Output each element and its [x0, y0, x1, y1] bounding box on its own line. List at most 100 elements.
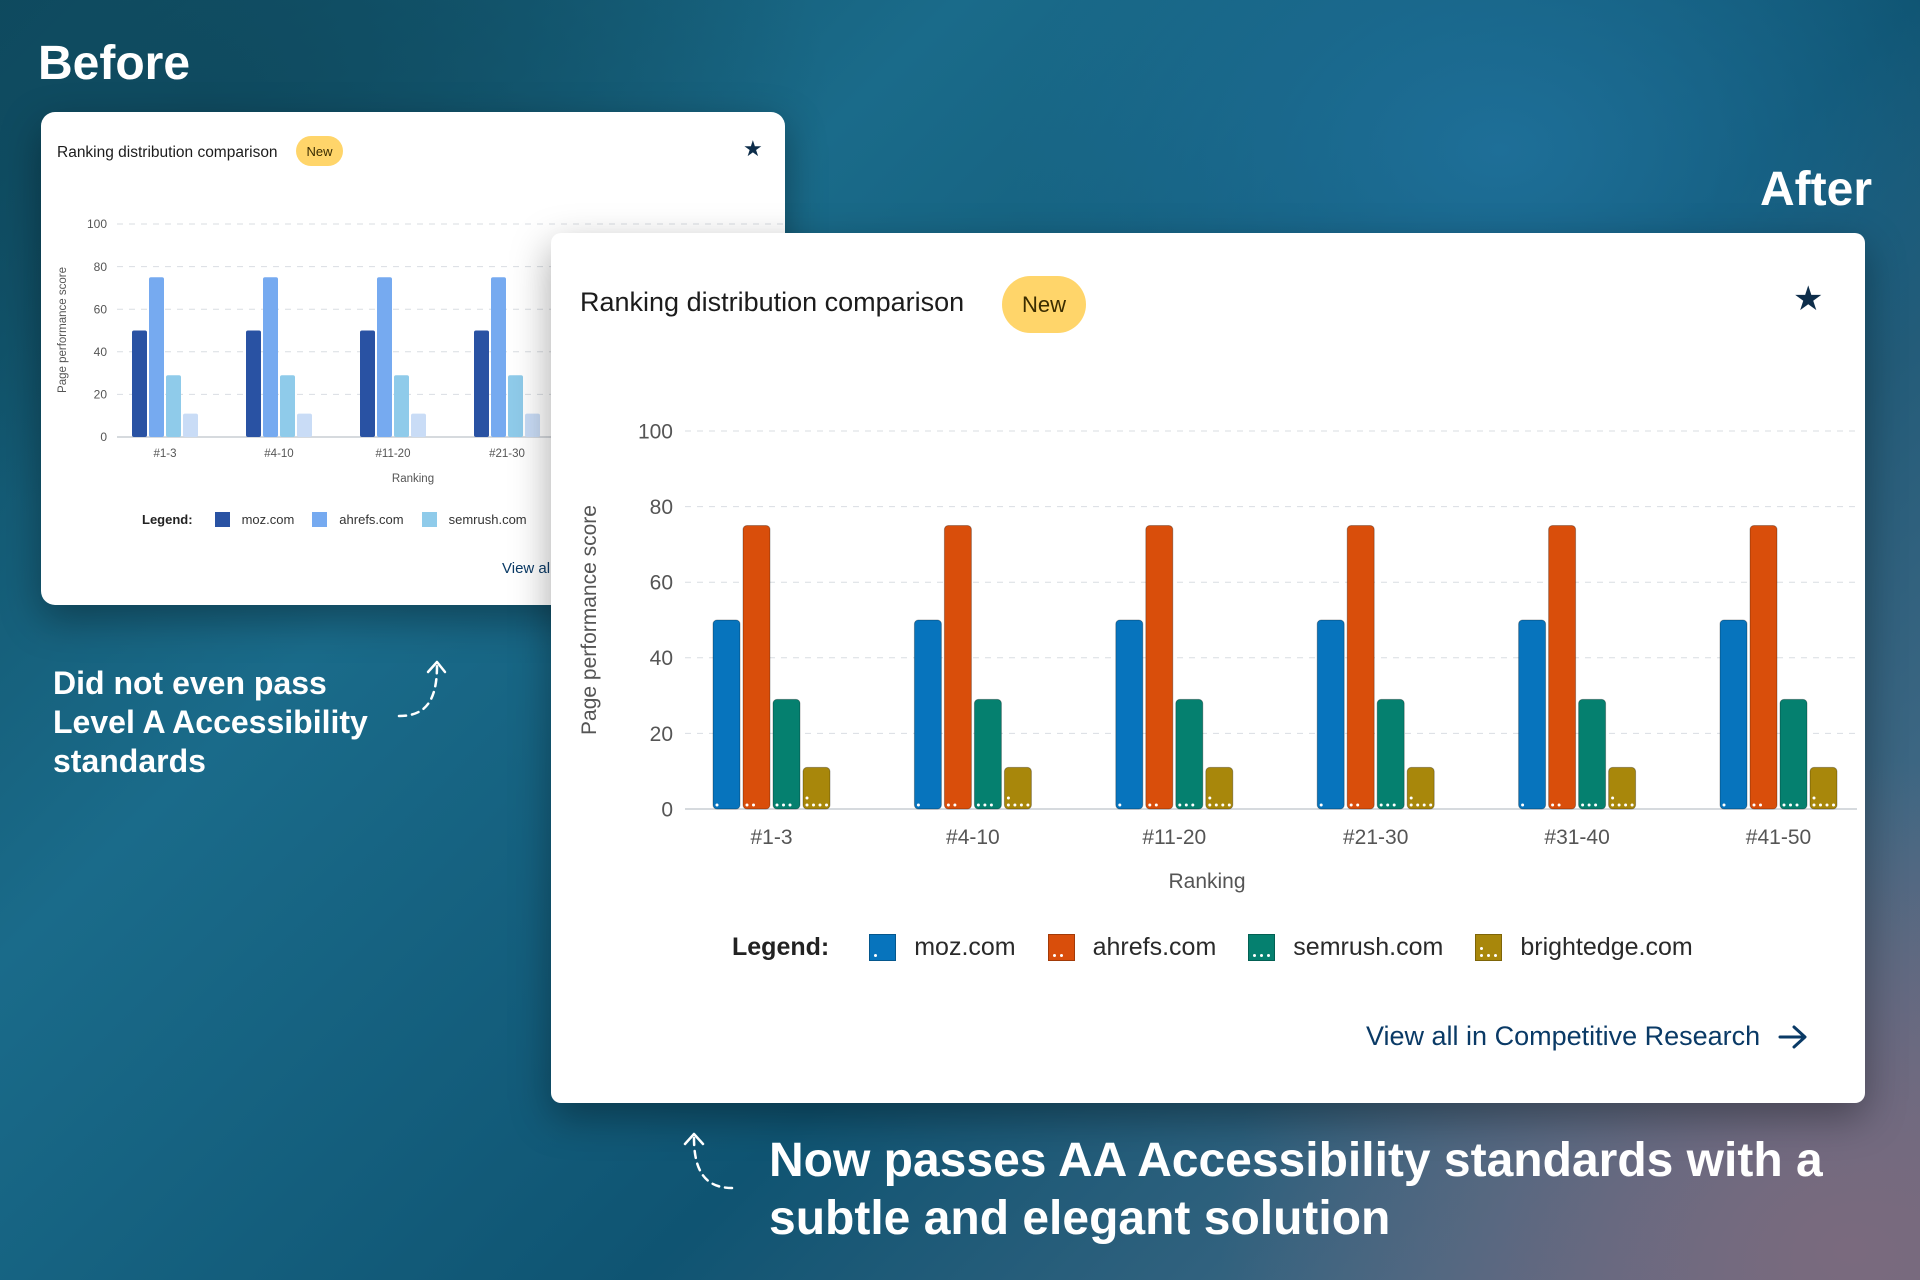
bar-pattern-dot: [752, 803, 755, 807]
before-heading: Before: [38, 37, 191, 90]
bar-pattern-dot: [1319, 803, 1323, 807]
bar-pattern-dot: [1409, 803, 1413, 807]
after-heading: After: [1759, 163, 1872, 216]
new-badge: New: [1002, 276, 1086, 333]
x-axis-label: Ranking: [392, 473, 434, 485]
x-tick-label: #21-30: [489, 448, 525, 460]
bar-brightedge-com: [1003, 766, 1032, 810]
y-tick-label: 0: [100, 430, 107, 444]
bar-pattern-dot: [1624, 803, 1628, 807]
chart-legend: Legend: moz.com ahrefs.com semrush.com b…: [732, 933, 1725, 962]
bar-series-4: [183, 413, 198, 437]
bar-pattern-dot: [1557, 803, 1561, 807]
bar-pattern-dot: [1178, 803, 1182, 807]
after-chart-card: Ranking distribution comparison New ★ 0 2…: [551, 233, 1865, 1103]
bar-pattern-dot: [1006, 796, 1010, 800]
bar-pattern-dot: [1026, 803, 1030, 807]
bar-pattern-dot: [1386, 803, 1390, 807]
bar-pattern-dot: [1617, 803, 1621, 807]
view-all-link[interactable]: View al: [502, 560, 551, 577]
bar-ahrefs-com: [1548, 525, 1577, 810]
bar-ahrefs-com: [943, 525, 972, 810]
bar-pattern-dot: [1379, 803, 1383, 807]
bar-moz-com: [132, 330, 147, 437]
x-tick-label: #21-30: [1343, 826, 1408, 849]
new-badge: New: [296, 136, 343, 166]
bar-pattern-dot: [1551, 803, 1555, 807]
bar-pattern-dot: [1356, 803, 1360, 807]
x-tick-label: #11-20: [376, 448, 411, 460]
bar-pattern-dot: [1429, 803, 1433, 807]
star-icon[interactable]: ★: [1793, 280, 1824, 318]
bar-pattern-dot: [1349, 803, 1353, 807]
bar-pattern-dot: [1118, 803, 1122, 807]
legend-swatch: [1047, 934, 1075, 961]
bar-ahrefs-com: [742, 525, 771, 810]
bar-pattern-dot: [1752, 803, 1756, 807]
bar-pattern-dot: [745, 803, 749, 807]
bar-moz-com: [1316, 619, 1345, 810]
after-note: Now passes AA Accessibility standards wi…: [769, 1134, 1823, 1245]
chart-legend: Legend: moz.com ahrefs.com semrush.com: [142, 512, 545, 527]
bar-series-4: [525, 413, 540, 437]
y-tick-label: 40: [94, 345, 108, 359]
legend-item-moz: moz.com: [869, 933, 1016, 962]
bar-pattern-dot: [1795, 803, 1799, 807]
bar-pattern-dot: [1416, 803, 1420, 807]
curved-arrow-icon: [397, 660, 447, 718]
bar-pattern-dot: [1154, 803, 1158, 807]
bar-moz-com: [913, 619, 942, 810]
bar-ahrefs-com: [263, 277, 278, 437]
bar-semrush-com: [1175, 698, 1204, 810]
bar-pattern-dot: [1825, 803, 1829, 807]
bar-semrush-com: [166, 375, 181, 437]
legend-title: Legend:: [732, 933, 830, 961]
bar-ahrefs-com: [491, 277, 506, 437]
bar-semrush-com: [280, 375, 295, 437]
y-tick-label: 20: [650, 723, 673, 746]
bar-moz-com: [246, 330, 261, 437]
x-tick-label: #11-20: [1142, 826, 1206, 849]
bar-moz-com: [1719, 619, 1748, 810]
bar-pattern-dot: [812, 803, 815, 807]
bar-pattern-dot: [989, 803, 993, 807]
bar-semrush-com: [1578, 698, 1607, 810]
bar-pattern-dot: [1409, 796, 1413, 800]
bar-pattern-dot: [825, 803, 828, 807]
bar-pattern-dot: [1630, 803, 1634, 807]
bar-pattern-dot: [1006, 803, 1010, 807]
bar-brightedge-com: [1406, 766, 1435, 810]
legend-label: brightedge.com: [1520, 933, 1693, 961]
bar-pattern-dot: [1227, 803, 1231, 807]
x-tick-label: #1-3: [750, 826, 792, 849]
bar-pattern-dot: [805, 803, 809, 807]
bar-pattern-dot: [1722, 803, 1726, 807]
view-all-link[interactable]: View all in Competitive Research: [1366, 1021, 1808, 1052]
bar-pattern-dot: [788, 803, 792, 807]
star-icon[interactable]: ★: [743, 136, 763, 161]
x-tick-label: #1-3: [153, 448, 176, 460]
bar-semrush-com: [1376, 698, 1405, 810]
bar-pattern-dot: [1214, 803, 1218, 807]
curved-arrow-icon: [683, 1132, 734, 1190]
bar-brightedge-com: [1608, 766, 1637, 810]
bar-pattern-dot: [1782, 803, 1786, 807]
legend-item-semrush: semrush.com: [1248, 933, 1443, 962]
legend-swatch: [312, 512, 328, 527]
bar-pattern-dot: [946, 803, 950, 807]
bar-moz-com: [712, 619, 741, 810]
after-bar-chart: 0 20 40 60 80 100 #1-3 #4-10 #11-20 #21-30 #31-40 #…: [578, 420, 1857, 893]
before-note: Did not even pass Level A Accessibility …: [53, 665, 368, 779]
legend-swatch: [1248, 934, 1276, 961]
legend-label: ahrefs.com: [339, 512, 404, 527]
bar-ahrefs-com: [149, 277, 164, 437]
view-all-label[interactable]: View all in Competitive Research: [1366, 1021, 1761, 1051]
x-tick-label: #31-40: [1544, 826, 1609, 849]
y-tick-label: 100: [87, 217, 107, 231]
bar-pattern-dot: [953, 803, 957, 807]
bar-ahrefs-com: [1145, 525, 1174, 810]
arrow-right-icon[interactable]: [1778, 1024, 1808, 1050]
legend-swatch: [421, 512, 437, 527]
bar-pattern-dot: [1392, 803, 1396, 807]
y-tick-label: 60: [94, 302, 108, 316]
